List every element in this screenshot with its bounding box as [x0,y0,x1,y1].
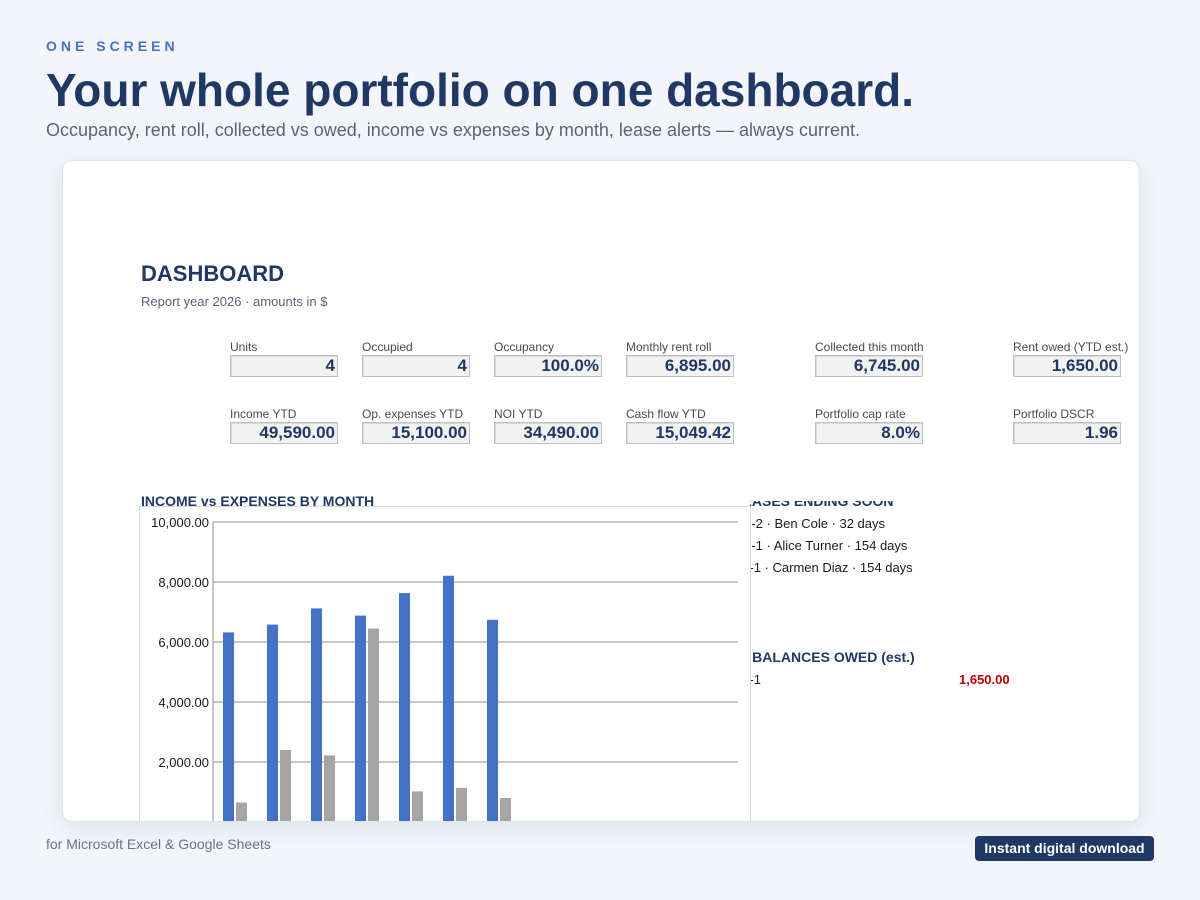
expense-bar [456,787,467,821]
kpi-label: Monthly rent roll [626,340,712,354]
lease-item[interactable]: AP-1 · Alice Turner · 154 days [750,538,908,553]
kpi-label: Occupied [362,340,413,354]
y-tick-label: 4,000.00 [158,695,209,710]
kpi-value[interactable]: 4 [230,355,338,377]
dashboard-card: DASHBOARD Report year 2026 · amounts in … [62,160,1140,822]
expense-bar [368,628,379,821]
kpi-occupancy: Occupancy 100.0% [494,340,602,377]
kpi-label: Cash flow YTD [626,407,706,421]
leases-ending-title: LEASES ENDING SOON [750,501,894,509]
expense-bar [280,750,291,821]
kpi-rent-owed: Rent owed (YTD est.) 1,650.00 [1013,340,1128,377]
kpi-label: Op. expenses YTD [362,407,464,421]
kpi-label: Occupancy [494,340,555,354]
kpi-label: Rent owed (YTD est.) [1013,340,1129,354]
kpi-label: Collected this month [815,340,924,354]
expense-bar [412,791,423,821]
kpi-label: Units [230,340,258,354]
dashboard-title: DASHBOARD [141,261,284,286]
right-panel: LEASES ENDING SOON AP-2 · Ben Cole · 32 … [750,501,1139,801]
page-subhead: Occupancy, rent roll, collected vs owed,… [46,120,861,140]
kpi-value[interactable]: 4 [362,355,470,377]
kpi-occupied: Occupied 4 [362,340,470,377]
kpi-portfolio-cap-rate: Portfolio cap rate 8.0% [815,407,923,444]
income-bar [223,632,234,821]
kpi-value[interactable]: 6,745.00 [815,355,923,377]
y-tick-label: 6,000.00 [158,635,209,650]
kpi-value[interactable]: 100.0% [494,355,602,377]
balances-owed-title: TOP BALANCES OWED (est.) [750,649,915,665]
income-expenses-chart[interactable]: 10,000.00 8,000.00 6,000.00 4,000.00 2,000.0… [139,506,751,821]
kpi-label: NOI YTD [494,407,543,421]
y-tick-label: 10,000.00 [151,515,209,530]
kpi-collected-this-month: Collected this month 6,745.00 [815,340,924,377]
expense-bar [324,755,335,821]
balance-unit[interactable]: R-1 [750,672,761,687]
chart-title: INCOME vs EXPENSES BY MONTH [141,493,375,509]
kpi-value[interactable]: 8.0% [815,422,923,444]
kpi-label: Portfolio DSCR [1013,407,1095,421]
kpi-value[interactable]: 6,895.00 [626,355,734,377]
page-headline: Your whole portfolio on one dashboard. [46,64,915,116]
lease-item[interactable]: R-1 · Carmen Diaz · 154 days [750,560,913,575]
y-tick-label: 2,000.00 [158,755,209,770]
income-bar [355,615,366,821]
y-tick-label: 8,000.00 [158,575,209,590]
income-bar [267,624,278,821]
income-bar [311,608,322,821]
kpi-value[interactable]: 1,650.00 [1013,355,1121,377]
kpi-units: Units 4 [230,340,338,377]
expense-bar [500,798,511,821]
download-badge[interactable]: Instant digital download [975,836,1154,861]
dashboard-subtitle: Report year 2026 · amounts in $ [141,294,328,309]
kpi-cash-flow-ytd: Cash flow YTD 15,049.42 [626,407,734,444]
kpi-noi-ytd: NOI YTD 34,490.00 [494,407,602,444]
kpi-label: Portfolio cap rate [815,407,906,421]
kpi-value[interactable]: 15,049.42 [626,422,734,444]
income-bar [487,619,498,821]
balance-amount: 1,650.00 [959,672,1010,687]
kpi-op-expenses-ytd: Op. expenses YTD 15,100.00 [362,407,470,444]
lease-item[interactable]: AP-2 · Ben Cole · 32 days [750,516,886,531]
footer-note: for Microsoft Excel & Google Sheets [46,836,271,852]
chart-svg: 10,000.00 8,000.00 6,000.00 4,000.00 2,000.0… [151,515,738,821]
expense-bar [236,802,247,821]
income-bar [399,593,410,821]
kpi-portfolio-dscr: Portfolio DSCR 1.96 [1013,407,1121,444]
kpi-value[interactable]: 15,100.00 [362,422,470,444]
kpi-value[interactable]: 1.96 [1013,422,1121,444]
kpi-value[interactable]: 49,590.00 [230,422,338,444]
eyebrow-label: ONE SCREEN [46,38,179,54]
kpi-income-ytd: Income YTD 49,590.00 [230,407,338,444]
kpi-label: Income YTD [230,407,297,421]
income-bar [443,575,454,821]
kpi-monthly-rent-roll: Monthly rent roll 6,895.00 [626,340,734,377]
kpi-value[interactable]: 34,490.00 [494,422,602,444]
